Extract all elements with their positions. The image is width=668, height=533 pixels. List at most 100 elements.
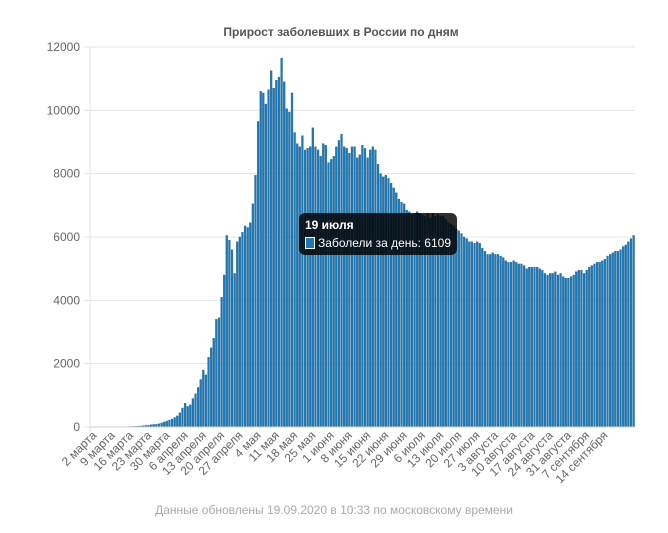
bar[interactable]: [249, 222, 252, 428]
bar[interactable]: [233, 273, 236, 428]
bar[interactable]: [554, 271, 557, 428]
bar[interactable]: [379, 173, 382, 428]
bar[interactable]: [512, 260, 515, 428]
bar[interactable]: [536, 266, 539, 428]
bar[interactable]: [267, 89, 270, 428]
bar[interactable]: [483, 251, 487, 428]
bar[interactable]: [494, 254, 497, 428]
bar[interactable]: [530, 266, 534, 428]
bar[interactable]: [572, 274, 575, 428]
bar[interactable]: [562, 276, 565, 428]
bar[interactable]: [163, 421, 166, 428]
bar[interactable]: [361, 145, 364, 428]
bar[interactable]: [285, 108, 288, 428]
bar[interactable]: [476, 241, 479, 428]
bar[interactable]: [246, 227, 249, 428]
bar[interactable]: [606, 255, 609, 428]
bar[interactable]: [264, 103, 268, 428]
bar[interactable]: [598, 262, 601, 428]
bar[interactable]: [358, 154, 361, 428]
bar[interactable]: [165, 420, 168, 428]
bar[interactable]: [549, 273, 552, 428]
bar[interactable]: [316, 149, 320, 428]
bar[interactable]: [502, 257, 505, 428]
bar[interactable]: [614, 251, 617, 428]
bar[interactable]: [460, 233, 463, 428]
bar[interactable]: [243, 225, 247, 428]
bar[interactable]: [543, 273, 547, 428]
bar[interactable]: [601, 260, 604, 428]
bar[interactable]: [353, 146, 356, 428]
bar[interactable]: [327, 162, 330, 428]
bar[interactable]: [567, 278, 570, 428]
bar[interactable]: [520, 263, 523, 428]
bar[interactable]: [588, 266, 591, 428]
bar[interactable]: [270, 70, 273, 428]
bar[interactable]: [178, 412, 181, 428]
bar[interactable]: [332, 156, 335, 428]
bar[interactable]: [340, 133, 343, 428]
bar[interactable]: [559, 273, 562, 428]
bar[interactable]: [322, 143, 325, 428]
bar[interactable]: [212, 338, 215, 428]
bar[interactable]: [220, 297, 223, 428]
bar[interactable]: [168, 419, 171, 428]
bar[interactable]: [283, 81, 286, 428]
bar[interactable]: [369, 149, 372, 428]
bar[interactable]: [314, 146, 317, 428]
bar[interactable]: [343, 146, 346, 428]
bar[interactable]: [301, 135, 304, 428]
bar[interactable]: [186, 406, 189, 428]
bar[interactable]: [202, 369, 205, 428]
bar[interactable]: [262, 92, 265, 428]
bar[interactable]: [632, 235, 635, 428]
bar[interactable]: [624, 244, 627, 428]
bar[interactable]: [366, 157, 369, 428]
bar[interactable]: [609, 254, 612, 428]
bar[interactable]: [363, 148, 367, 428]
bar[interactable]: [319, 156, 322, 428]
bar[interactable]: [217, 317, 221, 428]
bar[interactable]: [303, 149, 307, 428]
bar[interactable]: [311, 127, 314, 428]
bar[interactable]: [496, 254, 500, 428]
bar[interactable]: [499, 255, 502, 428]
bar[interactable]: [204, 374, 208, 428]
bar[interactable]: [622, 246, 625, 428]
bar[interactable]: [241, 232, 244, 428]
bar[interactable]: [611, 252, 614, 428]
bar[interactable]: [517, 263, 520, 428]
bar[interactable]: [533, 266, 536, 428]
bar[interactable]: [582, 273, 586, 428]
bar[interactable]: [236, 241, 239, 428]
bar[interactable]: [616, 251, 620, 428]
bar[interactable]: [491, 252, 494, 428]
bar[interactable]: [194, 393, 197, 428]
bar[interactable]: [215, 319, 218, 428]
bar[interactable]: [272, 88, 275, 428]
bar[interactable]: [528, 266, 531, 428]
bar[interactable]: [280, 57, 283, 428]
bar[interactable]: [350, 146, 354, 428]
bar[interactable]: [324, 145, 328, 428]
bar[interactable]: [259, 91, 262, 428]
bar[interactable]: [345, 148, 348, 428]
bar[interactable]: [210, 347, 213, 428]
bar[interactable]: [556, 274, 560, 428]
bar[interactable]: [288, 111, 291, 428]
bar[interactable]: [251, 203, 254, 428]
bar[interactable]: [176, 415, 179, 428]
bar[interactable]: [457, 230, 460, 428]
bar[interactable]: [595, 262, 599, 428]
bar[interactable]: [522, 265, 526, 428]
bar[interactable]: [564, 278, 567, 428]
bar[interactable]: [486, 254, 489, 428]
bar[interactable]: [170, 418, 174, 428]
bar[interactable]: [296, 143, 299, 428]
bar[interactable]: [199, 379, 202, 428]
bar[interactable]: [603, 259, 607, 428]
bar[interactable]: [577, 270, 580, 428]
bar[interactable]: [580, 270, 583, 428]
bar[interactable]: [254, 175, 257, 428]
bar[interactable]: [256, 121, 260, 428]
